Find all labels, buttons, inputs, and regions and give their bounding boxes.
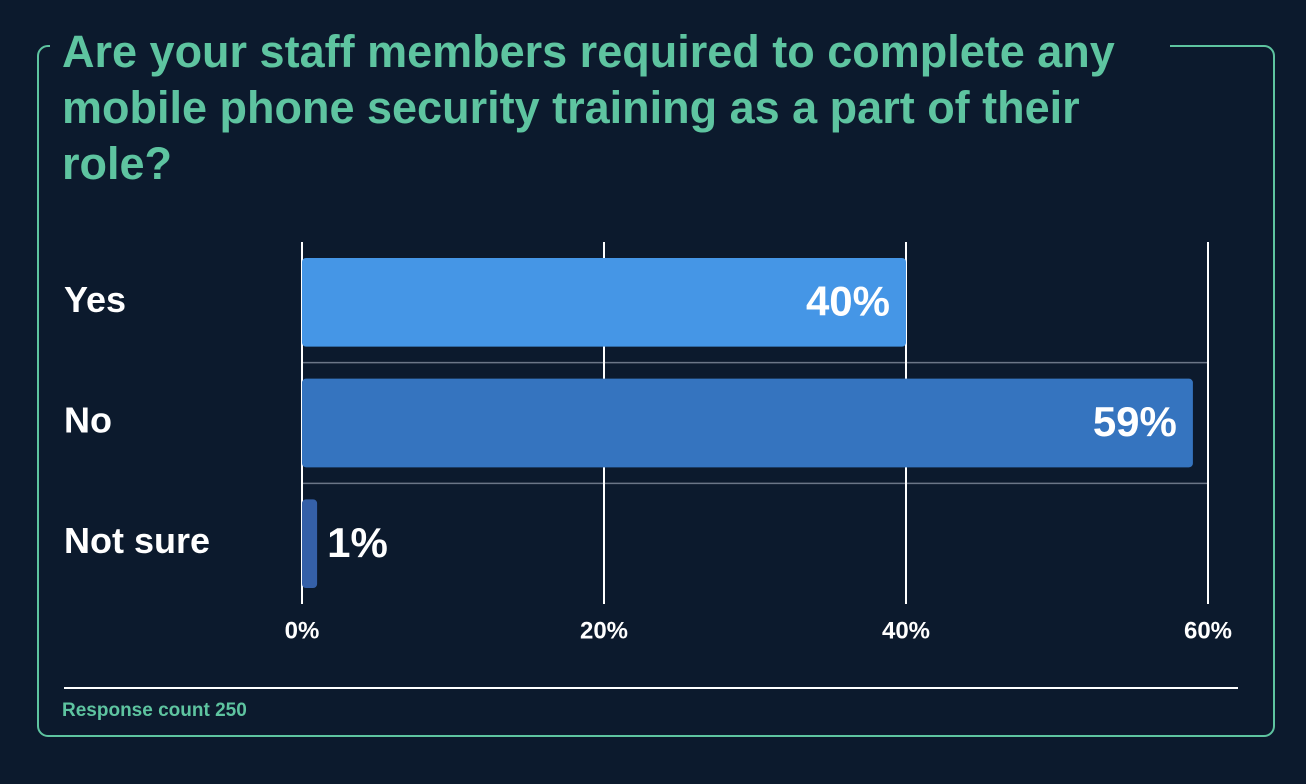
value-label: 40% (806, 277, 890, 324)
x-tick-label: 40% (882, 617, 930, 644)
bar (302, 378, 1193, 468)
x-tick-label: 0% (285, 617, 320, 644)
x-tick-label: 20% (580, 617, 628, 644)
bar (302, 499, 318, 588)
chart-title: Are your staff members required to compl… (50, 24, 1170, 192)
category-label: Not sure (64, 520, 210, 561)
footnote: Response count 250 (62, 700, 247, 721)
value-label: 1% (327, 519, 388, 566)
value-label: 59% (1093, 398, 1177, 445)
bar (302, 258, 906, 347)
category-label: No (64, 400, 112, 441)
x-tick-label: 60% (1184, 617, 1232, 644)
category-label: Yes (64, 279, 126, 320)
